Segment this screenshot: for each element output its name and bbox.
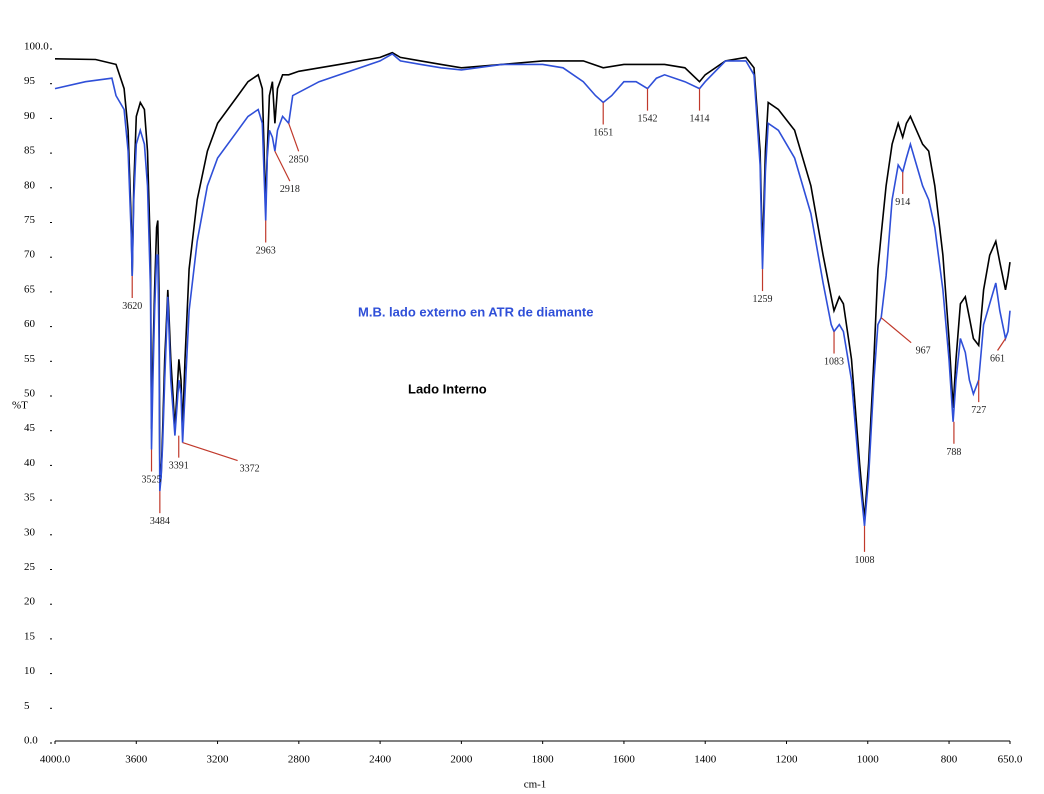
x-tick-label: 1800 xyxy=(532,754,555,766)
y-tick-label: 50 xyxy=(24,388,36,400)
peak-leader xyxy=(274,150,291,182)
peak-label: 1651 xyxy=(593,128,613,139)
y-tick-label: 90 xyxy=(24,110,36,122)
y-tick-label: 10 xyxy=(24,665,36,677)
x-tick-label: 1200 xyxy=(775,754,798,766)
peak-leader xyxy=(997,338,1007,351)
y-tick-label: 60 xyxy=(24,318,36,330)
series-label: Lado Interno xyxy=(408,381,487,396)
peak-label: 1414 xyxy=(690,114,710,125)
peak-label: 2963 xyxy=(256,246,276,257)
x-tick-label: 800 xyxy=(941,754,958,766)
y-tick-label: 70 xyxy=(24,249,36,261)
y-axis-label: %T xyxy=(12,400,28,412)
x-tick-label: 2000 xyxy=(450,754,473,766)
y-tick-label: 25 xyxy=(24,561,36,573)
y-tick-label: 0.0 xyxy=(24,735,38,747)
y-tick-label: 5 xyxy=(24,700,30,712)
y-tick-label: 85 xyxy=(24,145,36,157)
x-axis-label: cm-1 xyxy=(524,779,547,791)
spectrum-line xyxy=(54,52,1011,526)
y-tick-label: 75 xyxy=(24,214,36,226)
peak-label: 2850 xyxy=(289,154,309,165)
x-tick-label: 3600 xyxy=(125,754,148,766)
peak-label: 3391 xyxy=(169,461,189,472)
peak-label: 727 xyxy=(971,405,986,416)
y-tick-label: 100.0 xyxy=(24,41,49,53)
peak-label: 3525 xyxy=(142,475,162,486)
x-tick-label: 1400 xyxy=(694,754,717,766)
peak-label: 3484 xyxy=(150,516,170,527)
x-tick-label: 4000.0 xyxy=(40,754,71,766)
x-tick-label: 650.0 xyxy=(998,754,1023,766)
y-tick-label: 95 xyxy=(24,75,36,87)
x-tick-label: 2400 xyxy=(369,754,392,766)
y-tick-label: 45 xyxy=(24,422,36,434)
x-tick-label: 1600 xyxy=(613,754,636,766)
peak-label: 3620 xyxy=(122,301,142,312)
y-tick-label: 20 xyxy=(24,596,36,608)
peak-label: 967 xyxy=(916,346,931,357)
peak-label: 3372 xyxy=(240,464,260,475)
peak-label: 1542 xyxy=(638,114,658,125)
series-label: M.B. lado externo en ATR de diamante xyxy=(358,304,593,319)
peak-leader xyxy=(288,123,300,152)
y-tick-label: 80 xyxy=(24,179,36,191)
x-tick-label: 3200 xyxy=(207,754,230,766)
spectrum-line xyxy=(54,51,1011,519)
y-tick-label: 35 xyxy=(24,492,36,504)
y-tick-label: 40 xyxy=(24,457,36,469)
peak-label: 1083 xyxy=(824,357,844,368)
peak-leader xyxy=(880,317,912,344)
y-tick-label: 65 xyxy=(24,283,36,295)
peak-label: 914 xyxy=(895,197,910,208)
y-tick-label: 55 xyxy=(24,353,36,365)
x-tick-label: 1000 xyxy=(857,754,880,766)
x-tick-label: 2800 xyxy=(288,754,311,766)
peak-label: 788 xyxy=(946,447,961,458)
peak-leader xyxy=(182,442,238,462)
peak-label: 2918 xyxy=(280,184,300,195)
peak-label: 1008 xyxy=(855,555,875,566)
y-tick-label: 30 xyxy=(24,526,36,538)
peak-label: 1259 xyxy=(753,294,773,305)
y-tick-label: 15 xyxy=(24,630,36,642)
peak-label: 661 xyxy=(990,353,1005,364)
